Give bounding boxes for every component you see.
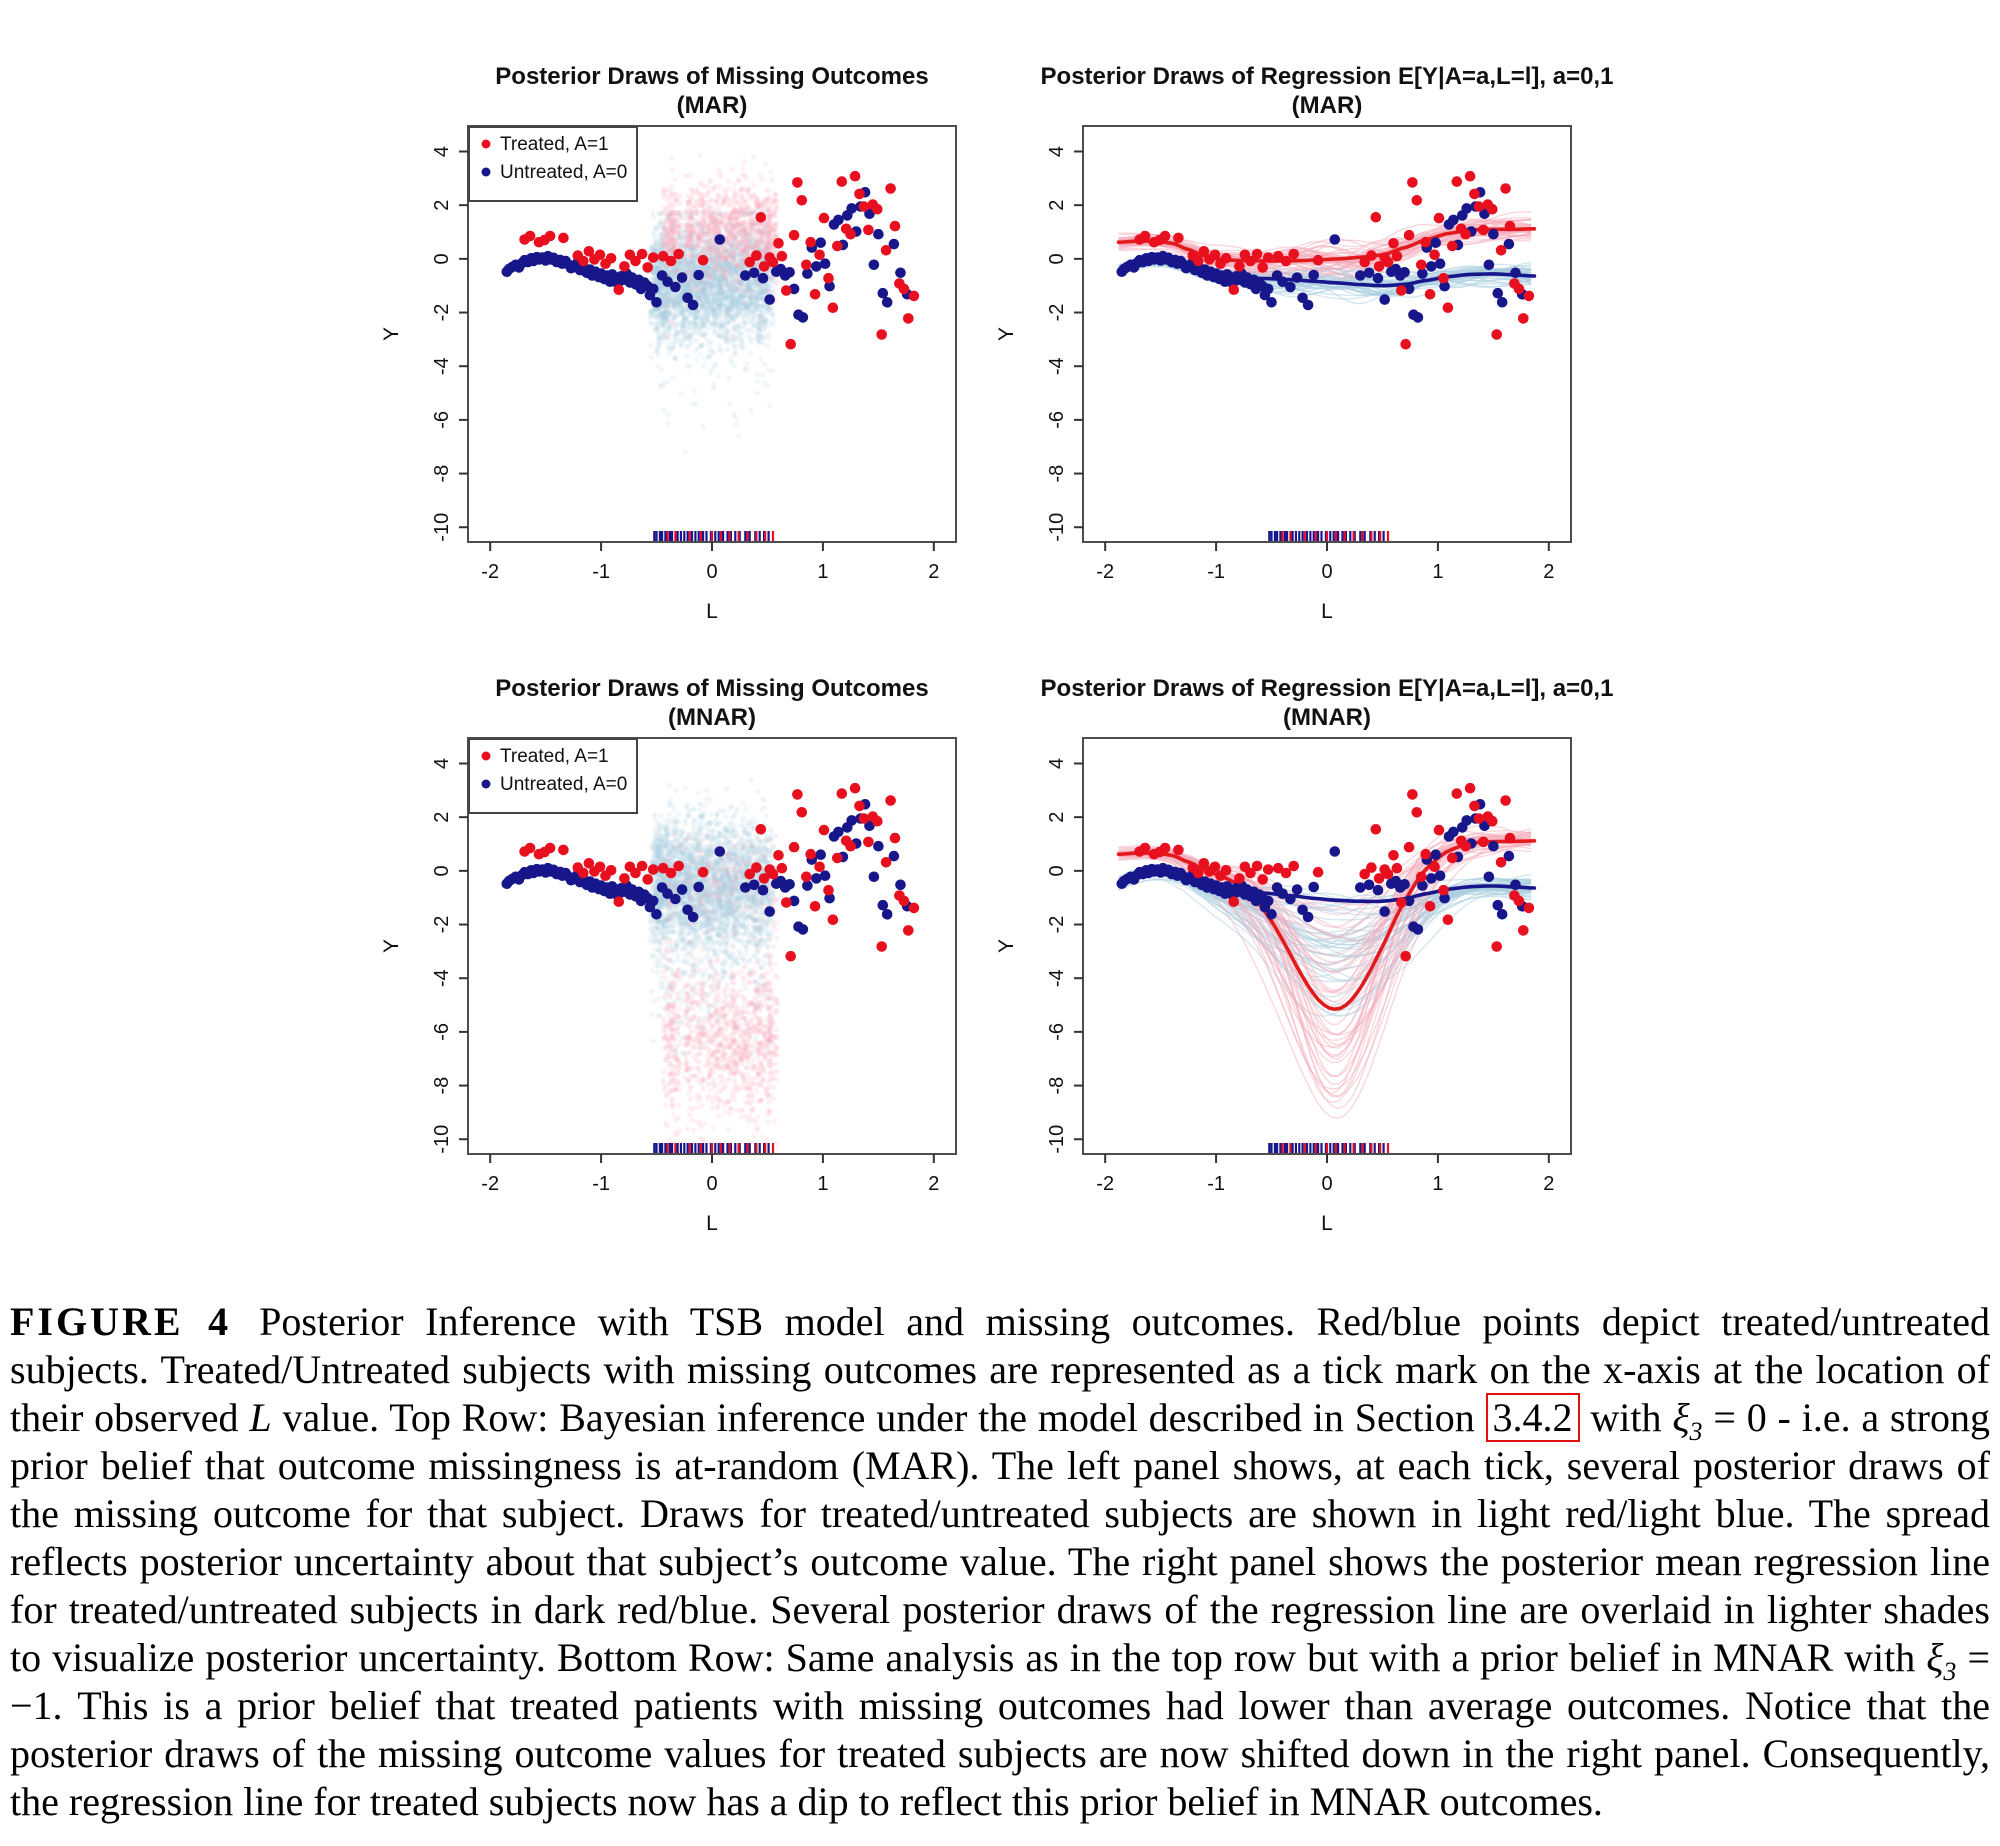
legend-label: Treated, A=1 [500, 746, 609, 767]
axis-ticks [1074, 150, 1550, 551]
caption-segment: 3 [1689, 1417, 1703, 1446]
caption-segment: with [1579, 1395, 1673, 1440]
svg-text:-4: -4 [431, 357, 453, 375]
observed-points-untreated [1116, 187, 1528, 323]
panel-subtitle: (MNAR) [668, 704, 756, 731]
caption-segment: 3 [1943, 1657, 1957, 1686]
x-axis-label: L [706, 1212, 718, 1235]
missing-rug-untreated [653, 1143, 770, 1153]
caption-segment: Posterior Inference with TSB model and m… [10, 1299, 1990, 1440]
missing-rug-untreated [653, 531, 770, 541]
panel-missing-mar-chart: Posterior Draws of Missing Outcomes(MAR)… [380, 63, 957, 623]
plot-area [1083, 738, 1571, 1154]
figure-caption: FIGURE 4 Posterior Inference with TSB mod… [10, 1298, 1990, 1826]
y-axis-label: Y [380, 327, 403, 341]
svg-text:2: 2 [928, 561, 939, 583]
x-axis-label: L [706, 600, 718, 623]
observed-points-untreated [501, 187, 913, 323]
panel-regression-mar-chart: Posterior Draws of Regression E[Y|A=a,L=… [995, 63, 1614, 623]
svg-text:1: 1 [817, 561, 828, 583]
legend: Treated, A=1 Untreated, A=0 [468, 738, 638, 814]
caption-segment: value. Top Row: Bayesian inference under… [271, 1395, 1486, 1440]
caption-segment: = 0 - i.e. a strong prior belief that ou… [10, 1395, 1990, 1680]
svg-text:0: 0 [431, 253, 453, 264]
observed-points-treated [1134, 170, 1535, 350]
axis-ticks [459, 762, 935, 1163]
observed-points-treated [519, 170, 920, 350]
x-axis-label: L [1321, 600, 1333, 623]
panel-title: Posterior Draws of Regression E[Y|A=a,L=… [1041, 63, 1614, 90]
observed-points-untreated [1116, 799, 1528, 935]
panel-missing-mnar-chart: Posterior Draws of Missing Outcomes(MNAR… [380, 675, 957, 1235]
x-axis-label: L [1321, 1212, 1333, 1235]
axis-ticks [459, 150, 935, 551]
missing-rug-treated [1281, 531, 1390, 541]
legend-dot-untreated [481, 779, 491, 789]
panel-title: Posterior Draws of Missing Outcomes [495, 675, 928, 702]
svg-text:-8: -8 [431, 465, 453, 483]
y-axis-label: Y [995, 327, 1018, 341]
caption-segment: ξ [1926, 1635, 1944, 1680]
svg-text:-1: -1 [592, 561, 610, 583]
plot-area [468, 126, 956, 542]
panel-subtitle: (MAR) [677, 92, 748, 119]
figure-label: FIGURE 4 [10, 1299, 232, 1344]
missing-rug-treated [666, 1143, 775, 1153]
observed-points-untreated [501, 799, 913, 935]
panel-title: Posterior Draws of Regression E[Y|A=a,L=… [1041, 675, 1614, 702]
posterior-cloud-untreated [647, 777, 776, 1057]
caption-segment: L [249, 1395, 272, 1440]
legend-label: Untreated, A=0 [500, 162, 627, 183]
svg-text:4: 4 [431, 146, 453, 157]
panel-subtitle: (MAR) [1292, 92, 1363, 119]
legend-label: Treated, A=1 [500, 134, 609, 155]
posterior-cloud-treated [660, 833, 781, 1152]
svg-text:2: 2 [431, 200, 453, 211]
axis-ticks [1074, 762, 1550, 1163]
observed-points-treated [1134, 782, 1535, 962]
legend-label: Untreated, A=0 [500, 774, 627, 795]
section-link[interactable]: 3.4.2 [1485, 1393, 1580, 1442]
legend-dot-untreated [481, 167, 491, 177]
svg-text:-6: -6 [431, 411, 453, 429]
observed-points-treated [519, 782, 920, 962]
missing-rug-untreated [1268, 531, 1385, 541]
svg-text:-2: -2 [481, 561, 499, 583]
svg-text:-10: -10 [431, 513, 453, 542]
missing-rug-treated [666, 531, 775, 541]
missing-rug-treated [1281, 1143, 1390, 1153]
svg-text:-2: -2 [431, 304, 453, 322]
caption-segment: = −1. This is a prior belief that treate… [10, 1635, 1990, 1824]
panel-subtitle: (MNAR) [1283, 704, 1371, 731]
legend-dot-treated [481, 139, 491, 149]
legend-dot-treated [481, 751, 491, 761]
posterior-cloud-treated [660, 152, 781, 340]
plot-area [1083, 126, 1571, 542]
legend: Treated, A=1 Untreated, A=0 [468, 126, 638, 202]
y-axis-label: Y [380, 939, 403, 953]
panel-title: Posterior Draws of Missing Outcomes [495, 63, 928, 90]
y-axis-label: Y [995, 939, 1018, 953]
caption-segment: ξ [1672, 1395, 1690, 1440]
panel-regression-mnar-chart: Posterior Draws of Regression E[Y|A=a,L=… [995, 675, 1614, 1235]
svg-text:0: 0 [706, 561, 717, 583]
